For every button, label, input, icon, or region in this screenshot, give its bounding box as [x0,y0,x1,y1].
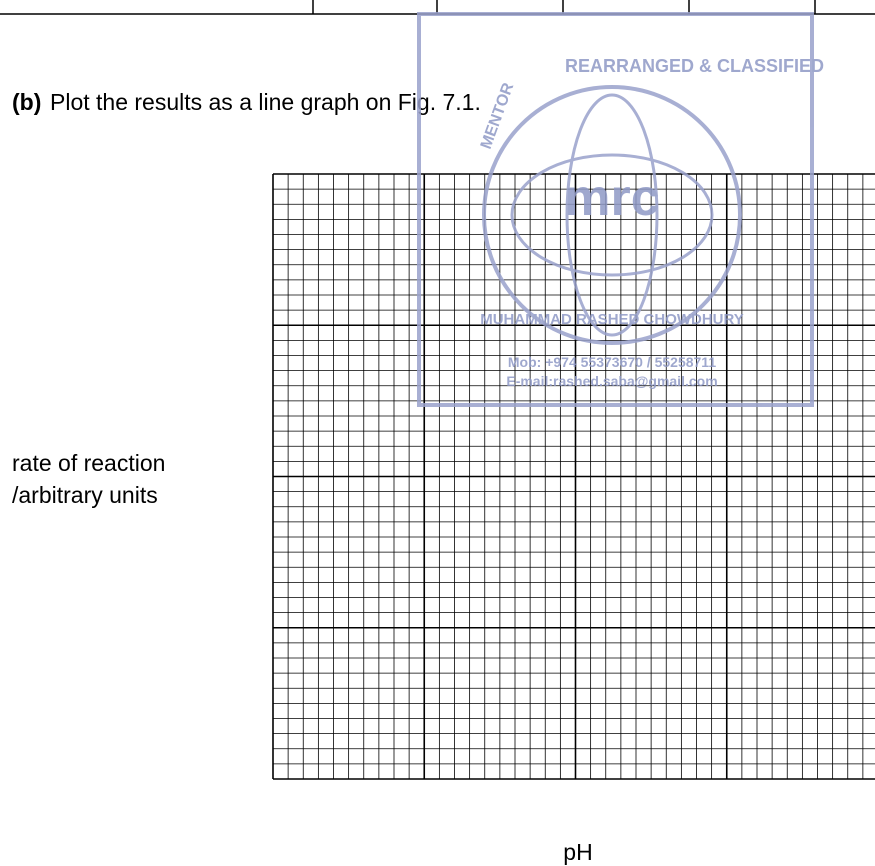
x-axis-label: pH [563,839,592,865]
watermark: REARRANGED & CLASSIFIED MENTOR mrc MUHAM… [417,12,824,407]
watermark-email: E-mail:rashed.saba@gmail.com [506,373,717,389]
watermark-phone: Mob: +974 55373670 / 55258711 [508,354,716,370]
watermark-logo: mrc [564,169,659,227]
question-text: Plot the results as a line graph on Fig.… [50,89,481,115]
watermark-text: MUHAMMAD RASHED CHOWDHURY [480,311,744,328]
question-label: (b) [12,89,41,115]
graph-grid [272,173,875,780]
watermark-text: MENTOR [478,80,518,151]
watermark-globe [565,93,659,337]
watermark-frame [417,12,814,407]
watermark-globe [482,85,742,345]
watermark-text: REARRANGED & CLASSIFIED [565,56,824,76]
table-remnant [0,0,875,15]
watermark-globe [510,153,714,277]
y-axis-label: rate of reaction [12,450,165,476]
y-axis-label: /arbitrary units [12,482,158,508]
